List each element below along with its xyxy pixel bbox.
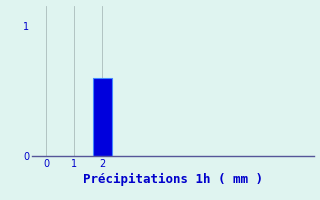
X-axis label: Précipitations 1h ( mm ): Précipitations 1h ( mm ) — [83, 173, 263, 186]
Bar — [92, 78, 112, 156]
